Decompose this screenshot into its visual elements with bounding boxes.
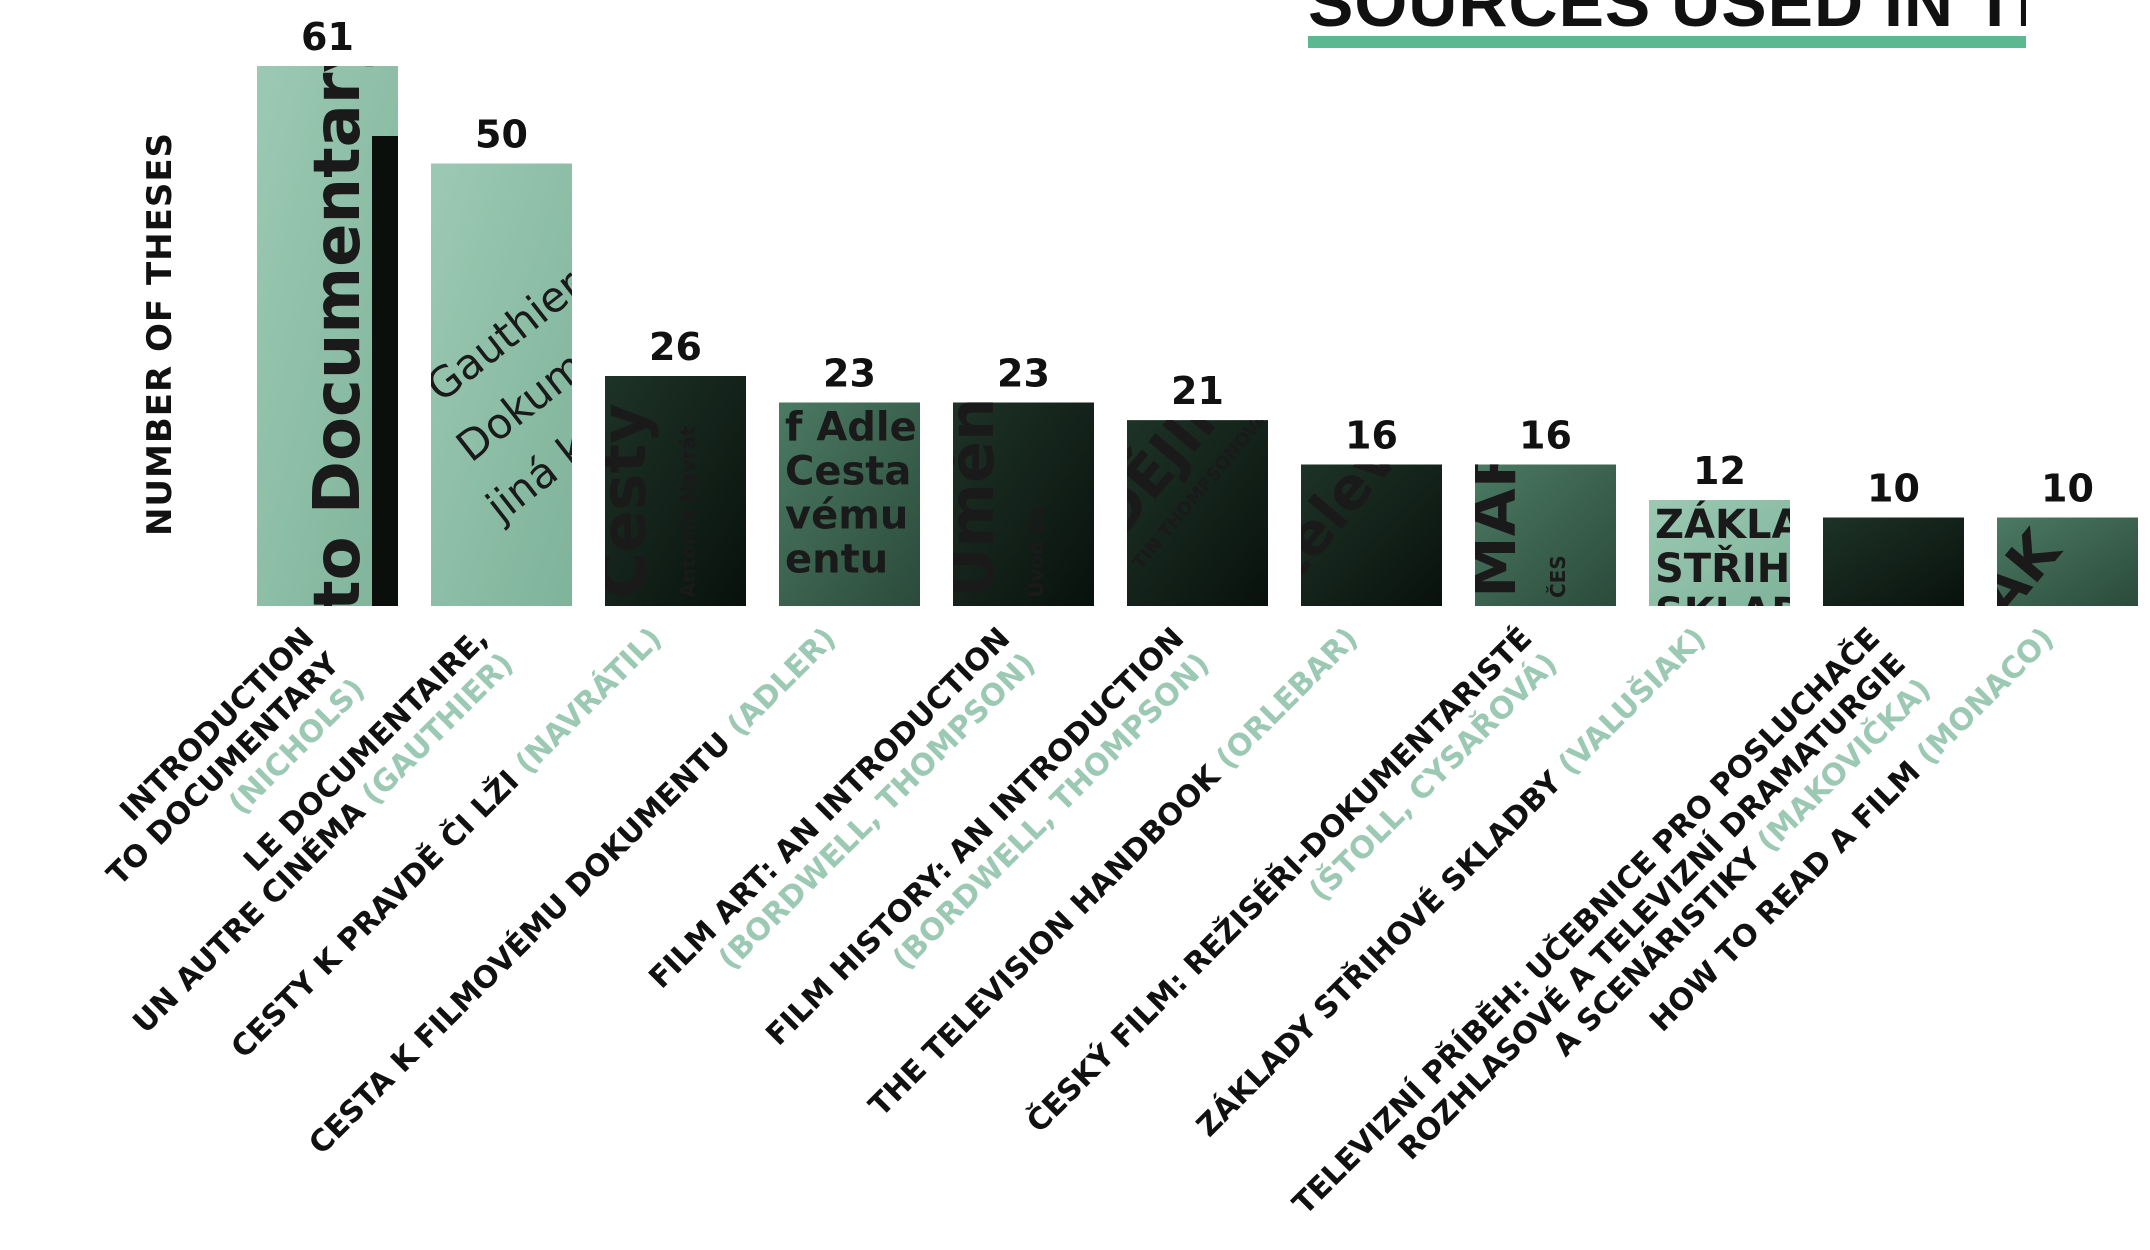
cover-lettering: Úvod do bbox=[1024, 506, 1048, 598]
bar-6: televizi bbox=[1301, 464, 1442, 606]
value-label: 16 bbox=[1519, 413, 1572, 457]
category-author: (VALUŠIAK) bbox=[1550, 619, 1713, 782]
value-label: 10 bbox=[1867, 466, 1920, 510]
bar-cover-6 bbox=[1301, 464, 1442, 606]
value-label: 23 bbox=[823, 351, 876, 395]
value-label: 50 bbox=[475, 112, 528, 156]
cover-lettering: Cesty bbox=[587, 403, 660, 598]
bar-cover-2 bbox=[605, 375, 746, 606]
bar-4: Umění Úvod do bbox=[935, 373, 1094, 606]
bar-cover-9 bbox=[1823, 517, 1964, 606]
value-label: 12 bbox=[1693, 449, 1746, 493]
cover-stripe bbox=[372, 136, 398, 606]
cover-lettering: entu bbox=[785, 536, 888, 582]
cover-lettering: ČES bbox=[1546, 555, 1570, 598]
bar-0: to Documentary bbox=[257, 31, 398, 611]
cover-lettering: MARTIN bbox=[1457, 326, 1530, 598]
cover-lettering: Antonín Navrát bbox=[676, 426, 700, 598]
category-author: (ADLER) bbox=[721, 621, 844, 744]
cover-lettering: Umění bbox=[935, 373, 1008, 598]
cover-lettering: f Adler bbox=[785, 404, 937, 450]
title-underline bbox=[1308, 36, 2026, 48]
value-label: 23 bbox=[997, 351, 1050, 395]
category-title: FILM ART: AN INTRODUCTION bbox=[642, 621, 1017, 996]
bar-7: MARTIN ČES bbox=[1457, 326, 1616, 606]
cover-lettering: to Documentary bbox=[301, 31, 375, 611]
category-author: (NAVRÁTIL) bbox=[508, 620, 669, 781]
bar-cover-10 bbox=[1997, 517, 2138, 606]
category-label-line: TELEVIZNÍ PŘÍBĚH: UČEBNICE PRO POSLUCHAČ… bbox=[1285, 619, 1887, 1221]
bar-cover-8 bbox=[1649, 499, 1790, 606]
category-author: (ORLEBAR) bbox=[1210, 621, 1365, 776]
value-label: 26 bbox=[649, 325, 702, 369]
bar-cover-3 bbox=[779, 402, 920, 606]
category-label-line: (ŠTOLL, CYSAŘOVÁ) bbox=[1301, 645, 1565, 909]
value-labels: 61 50 26 23 23 21 16 16 12 10 10 bbox=[301, 15, 2094, 510]
value-label: 10 bbox=[2041, 466, 2094, 510]
category-title: TELEVIZNÍ PŘÍBĚH: UČEBNICE PRO POSLUCHAČ… bbox=[1285, 619, 1887, 1221]
chart-title: SOURCES USED IN THESES bbox=[1308, 0, 2026, 36]
cover-lettering: Cesta bbox=[785, 448, 911, 494]
value-label: 61 bbox=[301, 15, 354, 59]
bar-cover-4 bbox=[953, 402, 1094, 606]
bar-cover-1 bbox=[431, 163, 572, 606]
cover-lettering: vému bbox=[785, 492, 908, 538]
category-author: (ŠTOLL, CYSAŘOVÁ) bbox=[1301, 645, 1565, 909]
cover-lettering: STŘIHOV bbox=[1655, 544, 1854, 592]
value-label: 16 bbox=[1345, 413, 1398, 457]
category-label-line: FILM ART: AN INTRODUCTION bbox=[642, 621, 1017, 996]
bar-cover-5 bbox=[1127, 420, 1268, 606]
value-label: 21 bbox=[1171, 369, 1224, 413]
bar-9 bbox=[1823, 517, 1964, 606]
cover-lettering: ZÁKLAD bbox=[1655, 500, 1836, 548]
cover-lettering: SKLADB bbox=[1655, 590, 1835, 636]
bar-2: Cesty Antonín Navrát bbox=[587, 375, 746, 606]
bar-cover-7 bbox=[1475, 464, 1616, 606]
